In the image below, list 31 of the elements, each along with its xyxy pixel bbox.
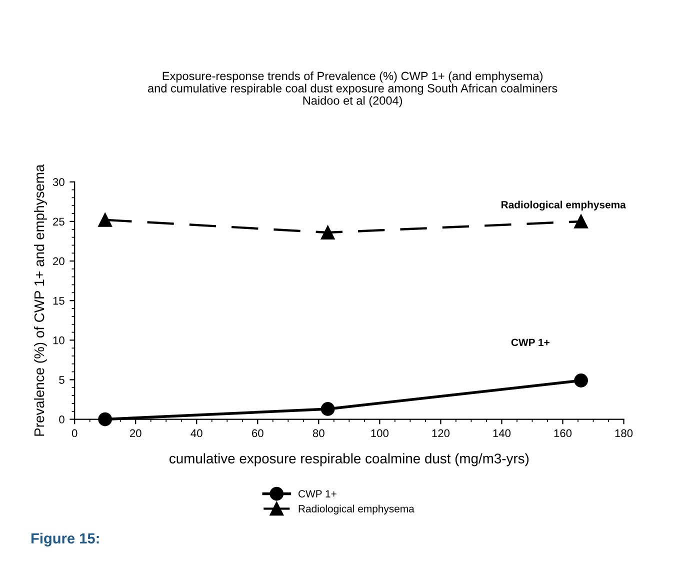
- legend-label: Radiological emphysema: [298, 504, 414, 514]
- y-tick-label: 25: [53, 218, 64, 226]
- x-tick-label: 0: [72, 429, 78, 438]
- caption: Figure 15:: [31, 532, 99, 546]
- point: [98, 412, 112, 426]
- point: [320, 402, 335, 416]
- x-tick-label: 40: [190, 429, 202, 438]
- point: [98, 212, 112, 227]
- legend-label: CWP 1+: [298, 490, 336, 498]
- point: [320, 226, 335, 240]
- x-tick-label: 60: [252, 429, 264, 438]
- x-tick-label: 80: [312, 429, 324, 438]
- annotation: CWP 1+: [511, 338, 550, 346]
- point: [574, 374, 588, 388]
- y-tick-label: 0: [59, 416, 64, 424]
- y-tick-label: 5: [59, 376, 64, 384]
- chart-title: Exposure-response trends of Prevalence (%) CWP 1+ (and emphysema) and cumulative respirable coal dust exposure among South African coalminers Naidoo et al (2004): [148, 72, 558, 108]
- point: [574, 214, 588, 228]
- x-tick-label: 100: [371, 429, 389, 438]
- x-tick-label: 180: [615, 429, 633, 438]
- x-tick-label: 20: [130, 429, 142, 438]
- x-axis-title: cumulative exposure respirable coalmine dust (mg/m3-yrs): [170, 453, 529, 466]
- y-tick-label: 20: [53, 257, 64, 266]
- y-tick-label: 15: [53, 296, 64, 305]
- x-tick-label: 140: [493, 429, 511, 438]
- y-tick-label: 30: [52, 178, 64, 186]
- annotation: Radiological emphysema: [502, 200, 626, 211]
- y-tick-label: 10: [53, 336, 64, 344]
- x-tick-label: 120: [432, 429, 450, 438]
- x-tick-label: 160: [554, 429, 572, 438]
- y-axis-title: Prevalence (%) of CWP 1+ and emphysema: [34, 164, 47, 436]
